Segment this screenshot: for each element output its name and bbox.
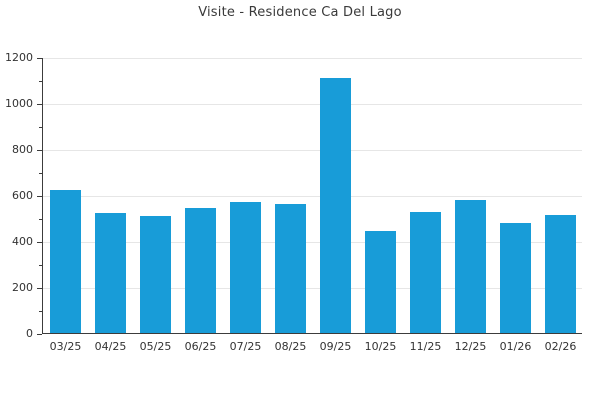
x-axis-tick-label-06-25: 06/25 xyxy=(184,340,217,353)
bar-01-26 xyxy=(500,222,531,333)
y-axis-minor-tick xyxy=(39,172,42,174)
x-axis-tick-label-10-25: 10/25 xyxy=(364,340,397,353)
bar-12-25 xyxy=(455,199,486,333)
y-axis-major-tick xyxy=(37,287,42,289)
plot-area: 0 200 400 600 800 1000 1200 03/25 04/25 05/25 06/2… xyxy=(5,51,582,353)
x-axis-tick-label-11-25: 11/25 xyxy=(409,340,442,353)
bar-07-25 xyxy=(230,201,261,333)
y-axis-major-tick xyxy=(37,241,42,243)
x-axis-tick-label-04-25: 04/25 xyxy=(94,340,127,353)
bar-11-25 xyxy=(410,212,441,333)
gridline-y-400 xyxy=(43,241,582,243)
y-axis-minor-tick xyxy=(39,80,42,82)
gridline-y-600 xyxy=(43,195,582,197)
bar-10-25 xyxy=(365,230,396,333)
x-axis-tick-label-09-25: 09/25 xyxy=(319,340,352,353)
x-axis-tick-label-02-26: 02/26 xyxy=(544,340,577,353)
y-axis-tick-label: 400 xyxy=(12,235,33,248)
chart-title: Visite - Residence Ca Del Lago xyxy=(198,5,402,20)
x-axis-tick-label-01-26: 01/26 xyxy=(499,340,532,353)
gridline-y-800 xyxy=(43,149,582,151)
bar-02-26 xyxy=(545,214,576,333)
y-axis-tick-label: 0 xyxy=(26,327,33,340)
y-axis-major-tick xyxy=(37,333,42,335)
gridline-y-200 xyxy=(43,287,582,289)
bar-03-25 xyxy=(50,190,81,333)
y-axis-tick-label: 600 xyxy=(12,189,33,202)
y-axis-minor-tick xyxy=(39,310,42,312)
bar-06-25 xyxy=(185,207,216,333)
y-axis-major-tick xyxy=(37,149,42,151)
bar-08-25 xyxy=(275,204,306,333)
y-axis-major-tick xyxy=(37,57,42,59)
bar-09-25 xyxy=(320,77,351,333)
x-axis-tick-label-08-25: 08/25 xyxy=(274,340,307,353)
y-axis-tick-label: 800 xyxy=(12,143,33,156)
x-axis-tick-label-07-25: 07/25 xyxy=(229,340,262,353)
y-axis-minor-tick xyxy=(39,126,42,128)
x-axis-tick-label-05-25: 05/25 xyxy=(139,340,172,353)
y-axis-major-tick xyxy=(37,195,42,197)
y-axis-minor-tick xyxy=(39,218,42,220)
x-axis-tick-label-03-25: 03/25 xyxy=(49,340,82,353)
y-axis-tick-label: 200 xyxy=(12,281,33,294)
gridline-y-1200 xyxy=(43,57,582,59)
y-axis-tick-label: 1200 xyxy=(5,51,33,64)
y-axis-major-tick xyxy=(37,103,42,105)
y-axis-minor-tick xyxy=(39,264,42,266)
gridline-y-1000 xyxy=(43,103,582,105)
bar-04-25 xyxy=(95,213,126,333)
bar-05-25 xyxy=(140,215,171,333)
y-axis-tick-label: 1000 xyxy=(5,97,33,110)
x-axis-tick-label-12-25: 12/25 xyxy=(454,340,487,353)
